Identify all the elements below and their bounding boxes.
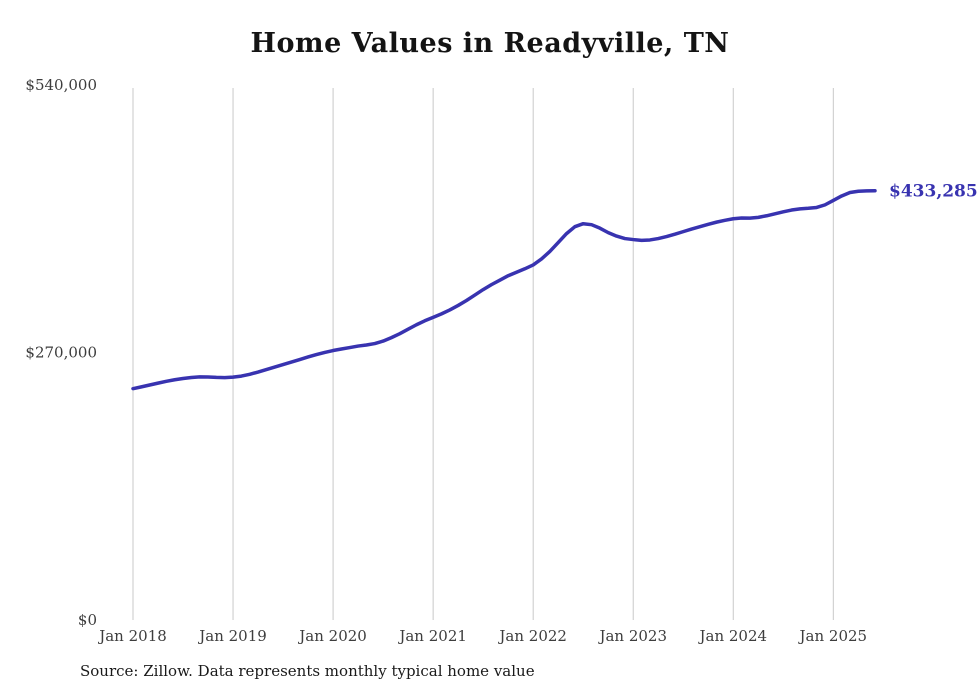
x-tick-label: Jan 2019 (197, 627, 267, 645)
chart-title: Home Values in Readyville, TN (250, 28, 730, 59)
x-tick-label: Jan 2021 (397, 627, 467, 645)
y-tick-label: $540,000 (25, 76, 97, 94)
x-tick-label: Jan 2023 (597, 627, 667, 645)
x-tick-label: Jan 2018 (97, 627, 167, 645)
x-tick-label: Jan 2022 (497, 627, 567, 645)
latest-value-label: $433,285 (889, 182, 978, 202)
x-tick-label: Jan 2020 (297, 627, 367, 645)
x-tick-label: Jan 2025 (798, 627, 868, 645)
source-note: Source: Zillow. Data represents monthly … (80, 662, 535, 680)
home-value-line (131, 188, 877, 391)
y-tick-label: $0 (78, 611, 97, 629)
x-tick-label: Jan 2024 (697, 627, 767, 645)
y-tick-label: $270,000 (25, 344, 97, 362)
